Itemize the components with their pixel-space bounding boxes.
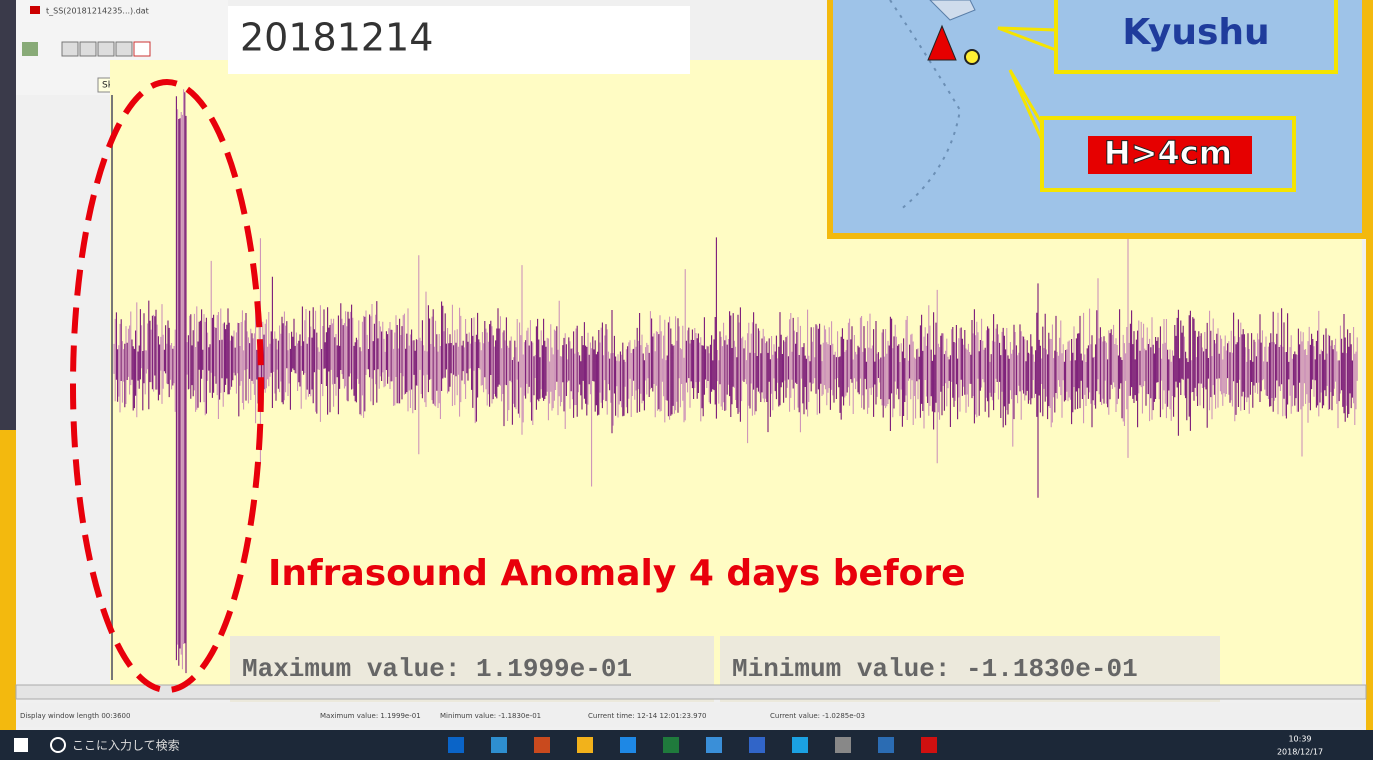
clock-date: 2018/12/17	[1277, 748, 1323, 757]
status-item: Display window length 00:3600	[20, 712, 130, 720]
app-icon	[491, 737, 507, 753]
button[interactable]	[98, 42, 114, 56]
app-icon	[620, 737, 636, 753]
app-icon	[534, 737, 550, 753]
app-icon	[835, 737, 851, 753]
app-icon	[921, 737, 937, 753]
button[interactable]	[22, 42, 38, 56]
app-icon	[706, 737, 722, 753]
date-label: 20181214	[240, 16, 433, 60]
app-icon	[448, 737, 464, 753]
button[interactable]	[80, 42, 96, 56]
page: t_SS(20181214235...).dat Sketch 20181214…	[0, 0, 1373, 760]
button[interactable]	[116, 42, 132, 56]
file-icon	[30, 6, 40, 14]
epicenter-marker	[965, 50, 979, 64]
status-item: Maximum value: 1.1999e-01	[320, 712, 421, 720]
max-value: Maximum value: 1.1999e-01	[242, 654, 632, 684]
app-icon	[749, 737, 765, 753]
start-button[interactable]	[14, 738, 28, 752]
height-label: H>4cm	[1104, 134, 1232, 172]
scrollbar[interactable]	[16, 685, 1366, 699]
screenshot: t_SS(20181214235...).dat Sketch 20181214…	[0, 0, 1373, 760]
search-box[interactable]: ここに入力して検索	[72, 739, 180, 753]
app-icon	[663, 737, 679, 753]
status-item: Minimum value: -1.1830e-01	[440, 712, 541, 720]
status-item: Current value: -1.0285e-03	[770, 712, 865, 720]
button[interactable]	[62, 42, 78, 56]
file-name: t_SS(20181214235...).dat	[46, 7, 149, 16]
app-icon	[878, 737, 894, 753]
map-inset: Kyushu H>4cm	[830, 0, 1365, 236]
app-icon	[577, 737, 593, 753]
region-label: Kyushu	[1122, 12, 1269, 53]
app-icon	[792, 737, 808, 753]
status-item: Current time: 12-14 12:01:23.970	[588, 712, 707, 720]
min-value: Minimum value: -1.1830e-01	[732, 654, 1138, 684]
clock-time: 10:39	[1288, 735, 1311, 744]
button[interactable]	[134, 42, 150, 56]
taskbar	[0, 730, 1373, 760]
background-photo	[0, 0, 16, 430]
annotation: Infrasound Anomaly 4 days before	[268, 553, 966, 594]
